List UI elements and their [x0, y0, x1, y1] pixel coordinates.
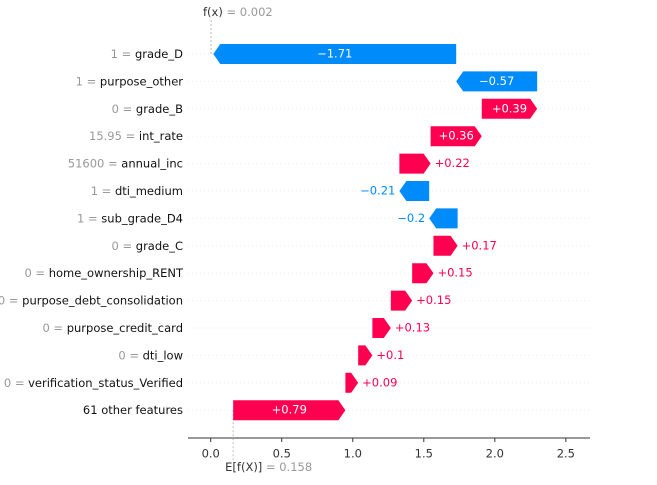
bar [390, 290, 413, 311]
value-label: +0.39 [492, 101, 527, 115]
bar [429, 208, 458, 229]
value-label: +0.13 [395, 321, 430, 335]
feature-name: grade_B [136, 101, 183, 115]
feature-label: 1 = purpose_other [76, 74, 184, 88]
bar [213, 44, 457, 64]
base-name: E[f(X)] [225, 460, 262, 474]
value-label: −0.57 [479, 74, 514, 88]
feature-label: 1 = grade_D [111, 47, 183, 61]
feature-label: 0 = grade_B [112, 101, 183, 115]
bar [399, 181, 430, 201]
bar [399, 153, 431, 174]
value-label: +0.17 [462, 238, 497, 252]
feature-value: 0 = [4, 375, 25, 389]
bar [372, 318, 391, 338]
bar [481, 98, 538, 119]
x-tick-label: 1.0 [344, 447, 362, 461]
feature-name: dti_medium [115, 184, 183, 198]
value-label: −0.2 [397, 211, 425, 225]
value-label: +0.22 [435, 156, 470, 170]
feature-name: 61 other features [83, 403, 183, 417]
feature-value: 1 = [91, 184, 112, 198]
value-label: +0.09 [362, 375, 397, 389]
feature-label: 0 = grade_C [112, 238, 184, 252]
feature-name: home_ownership_RENT [49, 266, 184, 280]
feature-name: purpose_debt_consolidation [22, 293, 183, 307]
feature-value: 0 = [118, 348, 139, 362]
feature-label: 51600 = annual_inc [68, 156, 183, 170]
bar [358, 345, 373, 366]
value-label: +0.36 [439, 129, 474, 143]
feature-value: 1 = [77, 211, 98, 225]
bar [456, 71, 538, 92]
x-tick-label: 0.5 [273, 447, 291, 461]
feature-name: sub_grade_D4 [101, 211, 183, 225]
feature-value: 1 = [76, 74, 97, 88]
value-label: +0.15 [416, 293, 451, 307]
fx-value: = 0.002 [226, 5, 272, 19]
bar [430, 126, 482, 147]
value-label: +0.79 [272, 403, 307, 417]
feature-label: 0 = purpose_credit_card [42, 321, 183, 335]
feature-label: 0 = dti_low [118, 348, 183, 362]
bar [345, 372, 359, 393]
x-tick-label: 2.0 [486, 447, 504, 461]
bar [433, 235, 458, 256]
feature-name: int_rate [139, 129, 183, 143]
feature-label: 0 = verification_status_Verified [4, 375, 183, 389]
feature-name: annual_inc [121, 156, 183, 170]
base-value: = 0.158 [266, 460, 312, 474]
bar [412, 263, 434, 284]
base-label: E[f(X)] = 0.158 [225, 460, 312, 474]
feature-value: 1 = [111, 47, 132, 61]
feature-label: 0 = purpose_debt_consolidation [0, 293, 183, 307]
x-tick-label: 0.0 [202, 447, 220, 461]
feature-value: 0 = [112, 101, 133, 115]
feature-label: 1 = sub_grade_D4 [77, 211, 183, 225]
feature-value: 0 = [42, 321, 63, 335]
feature-label: 15.95 = int_rate [89, 129, 183, 143]
value-label: −0.21 [360, 184, 395, 198]
feature-value: 15.95 = [89, 129, 135, 143]
value-label: +0.1 [376, 348, 404, 362]
feature-name: dti_low [143, 348, 183, 362]
x-tick-label: 1.5 [415, 447, 433, 461]
feature-label: 1 = dti_medium [91, 184, 183, 198]
feature-name: verification_status_Verified [28, 375, 183, 389]
feature-value: 0 = [24, 266, 45, 280]
fx-name: f(x) [203, 5, 223, 19]
feature-name: grade_D [135, 47, 183, 61]
feature-value: 0 = [112, 238, 133, 252]
feature-name: purpose_credit_card [67, 321, 183, 335]
value-label: +0.15 [437, 266, 472, 280]
feature-label: 61 other features [83, 403, 183, 417]
x-tick-label: 2.5 [557, 447, 575, 461]
bar [233, 400, 346, 421]
feature-label: 0 = home_ownership_RENT [24, 266, 184, 280]
feature-name: purpose_other [100, 74, 183, 88]
feature-name: grade_C [136, 238, 183, 252]
fx-label: f(x) = 0.002 [203, 5, 273, 19]
feature-value: 0 = [0, 293, 19, 307]
feature-value: 51600 = [68, 156, 118, 170]
value-label: −1.71 [317, 47, 352, 61]
